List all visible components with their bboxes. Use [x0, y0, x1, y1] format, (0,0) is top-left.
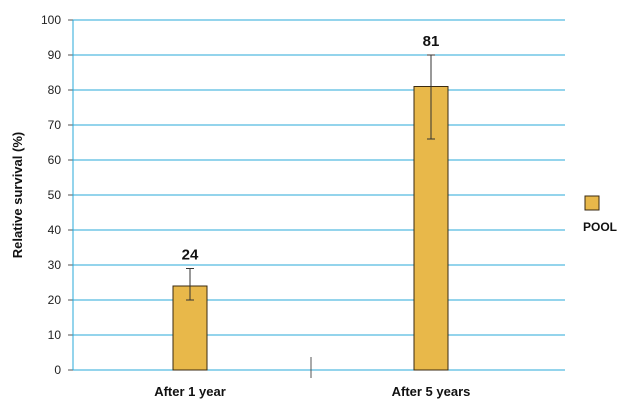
legend: POOL	[583, 195, 617, 234]
y-axis-title: Relative survival (%)	[10, 132, 25, 258]
y-tick-label-40: 40	[48, 223, 62, 237]
legend-label-pool: POOL	[583, 220, 617, 234]
gridlines	[73, 19, 565, 336]
y-tick-label-80: 80	[48, 83, 62, 97]
x-category-label-1: After 1 year	[154, 384, 226, 399]
data-labels: 24 81	[182, 33, 440, 264]
legend-swatch-pool	[584, 195, 600, 211]
y-tick-label-0: 0	[54, 363, 61, 377]
y-tick-label-30: 30	[48, 258, 62, 272]
x-category-labels: After 1 year After 5 years	[154, 384, 470, 399]
data-label-2: 81	[423, 33, 440, 50]
data-label-1: 24	[182, 247, 199, 264]
y-tick-label-60: 60	[48, 153, 62, 167]
x-category-label-2: After 5 years	[392, 384, 471, 399]
y-tick-label-70: 70	[48, 118, 62, 132]
y-tick-label-90: 90	[48, 48, 62, 62]
y-tick-label-10: 10	[48, 328, 62, 342]
y-tick-labels: 0 10 20 30 40 50 60 70 80 90 100	[41, 13, 61, 377]
y-tick-label-20: 20	[48, 293, 62, 307]
y-tick-label-50: 50	[48, 188, 62, 202]
error-bars	[186, 54, 435, 301]
axes	[68, 19, 565, 378]
bars	[172, 86, 449, 371]
y-tick-label-100: 100	[41, 13, 61, 27]
